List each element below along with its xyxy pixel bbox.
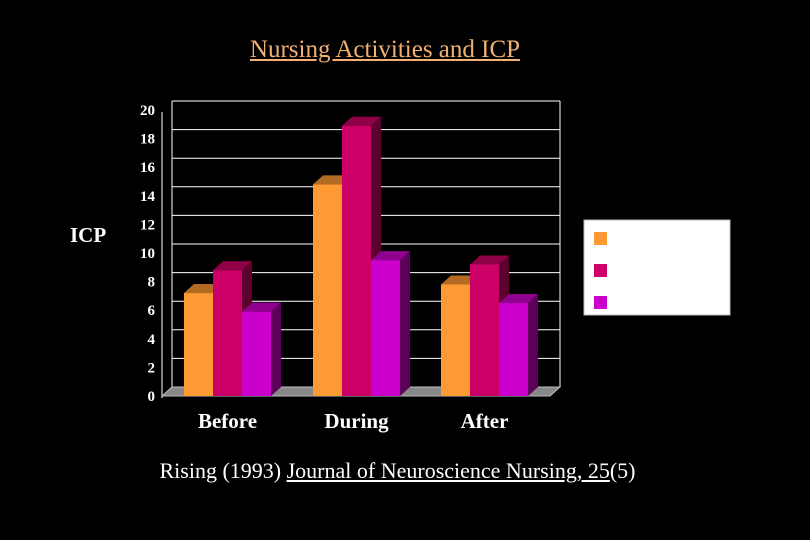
y-tick-label: 16 bbox=[140, 160, 156, 176]
y-tick-label: 4 bbox=[148, 332, 156, 348]
y-tick-label: 14 bbox=[140, 189, 156, 205]
legend-label-bathing: Bathing bbox=[614, 290, 696, 315]
x-axis-categories: Before During After bbox=[198, 409, 508, 433]
y-axis-title: ICP bbox=[70, 223, 106, 247]
chart-title: Nursing Activities and ICP bbox=[249, 36, 521, 63]
y-tick-label: 12 bbox=[140, 217, 155, 233]
x-category-label: After bbox=[461, 409, 509, 433]
y-tick-label: 6 bbox=[148, 303, 156, 319]
y-tick-label: 20 bbox=[140, 103, 155, 119]
y-tick-label: 18 bbox=[140, 132, 155, 148]
citation: Rising (1993) Journal of Neuroscience Nu… bbox=[0, 458, 795, 484]
y-axis-ticks: 0 2 4 6 8 10 12 14 16 18 20 bbox=[140, 103, 156, 405]
citation-journal: Journal of Neuroscience Nursing, 25 bbox=[286, 458, 610, 483]
x-category-label: During bbox=[324, 409, 389, 433]
legend-swatch-suctioning bbox=[594, 264, 607, 277]
y-tick-label: 2 bbox=[148, 360, 156, 376]
y-tick-label: 0 bbox=[148, 389, 156, 405]
legend-swatch-bathing bbox=[594, 296, 607, 309]
bar-bathing-after bbox=[499, 294, 538, 396]
citation-issue: (5) bbox=[609, 458, 636, 483]
legend-swatch-turning bbox=[594, 232, 607, 245]
legend-label-suctioning: Suctioning bbox=[614, 258, 728, 283]
citation-author-year: Rising (1993) bbox=[159, 458, 287, 483]
x-category-label: Before bbox=[198, 409, 257, 433]
legend: Turning Suctioning Bathing bbox=[583, 219, 731, 316]
legend-label-turning: Turning bbox=[614, 226, 694, 251]
bar-bathing-during bbox=[371, 251, 410, 396]
y-tick-label: 8 bbox=[148, 275, 156, 291]
bars bbox=[184, 116, 538, 396]
legend-box bbox=[583, 219, 731, 316]
bar-bathing-before bbox=[242, 302, 281, 396]
y-tick-label: 10 bbox=[140, 246, 155, 262]
